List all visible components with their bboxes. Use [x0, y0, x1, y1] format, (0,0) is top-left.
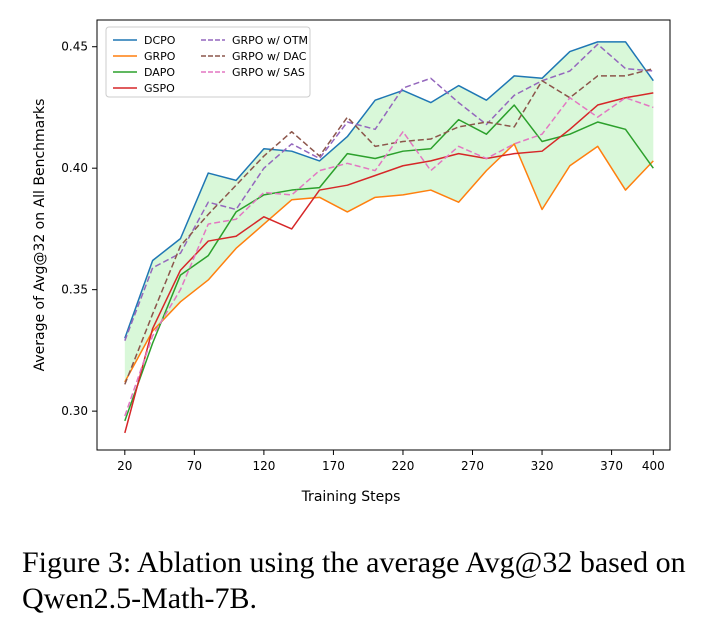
y-tick-label: 0.45 — [61, 40, 88, 54]
legend-label: GRPO w/ OTM — [232, 34, 308, 47]
x-tick-label: 400 — [642, 459, 665, 473]
x-tick-label: 320 — [531, 459, 554, 473]
series-line-grpo-w-otm — [124, 43, 654, 341]
legend-label: GSPO — [144, 82, 175, 95]
legend-label: DCPO — [144, 34, 176, 47]
y-tick-label: 0.30 — [61, 404, 88, 418]
x-tick-label: 20 — [117, 459, 132, 473]
shaded-band-layer — [124, 41, 654, 382]
series-line-grpo-w-sas — [124, 96, 654, 417]
legend-label: GRPO w/ SAS — [232, 66, 305, 79]
series-line-gspo — [124, 92, 654, 434]
y-tick-label: 0.40 — [61, 161, 88, 175]
legend: DCPO GRPO DAPO GSPO GRPO w/ OTM GRPO w/ DAC GR… — [105, 26, 311, 98]
figure-caption: Figure 3: Ablation using the average Avg… — [22, 546, 686, 615]
legend-label: GRPO w/ DAC — [232, 50, 307, 63]
x-tick-label: 370 — [600, 459, 623, 473]
x-tick-label: 70 — [187, 459, 202, 473]
series-line-grpo-w-dac — [124, 67, 654, 385]
series-line-grpo — [124, 143, 654, 383]
shaded-band — [124, 41, 654, 382]
x-tick-label: 270 — [461, 459, 484, 473]
legend-label: DAPO — [144, 66, 175, 79]
legend-label: GRPO — [144, 50, 176, 63]
y-tick-label: 0.35 — [61, 283, 88, 297]
series-line-dapo — [124, 104, 654, 422]
series-layer — [124, 41, 654, 434]
x-axis-label: Training Steps — [301, 489, 401, 505]
plot-frame — [96, 19, 671, 451]
x-tick-label: 220 — [392, 459, 415, 473]
series-line-dcpo — [124, 41, 654, 339]
ablation-line-chart: 20 70 120 170 220 270 320 370 400 0.30 0.35 0.40 0.4… — [32, 19, 671, 505]
x-tick-label: 120 — [252, 459, 275, 473]
axis-ticks-layer: 20 70 120 170 220 270 320 370 400 0.30 0.35 0.40 0.4… — [61, 40, 664, 473]
legend-box — [105, 26, 311, 98]
x-tick-label: 170 — [322, 459, 345, 473]
y-axis-label: Average of Avg@32 on All Benchmarks — [32, 99, 48, 372]
